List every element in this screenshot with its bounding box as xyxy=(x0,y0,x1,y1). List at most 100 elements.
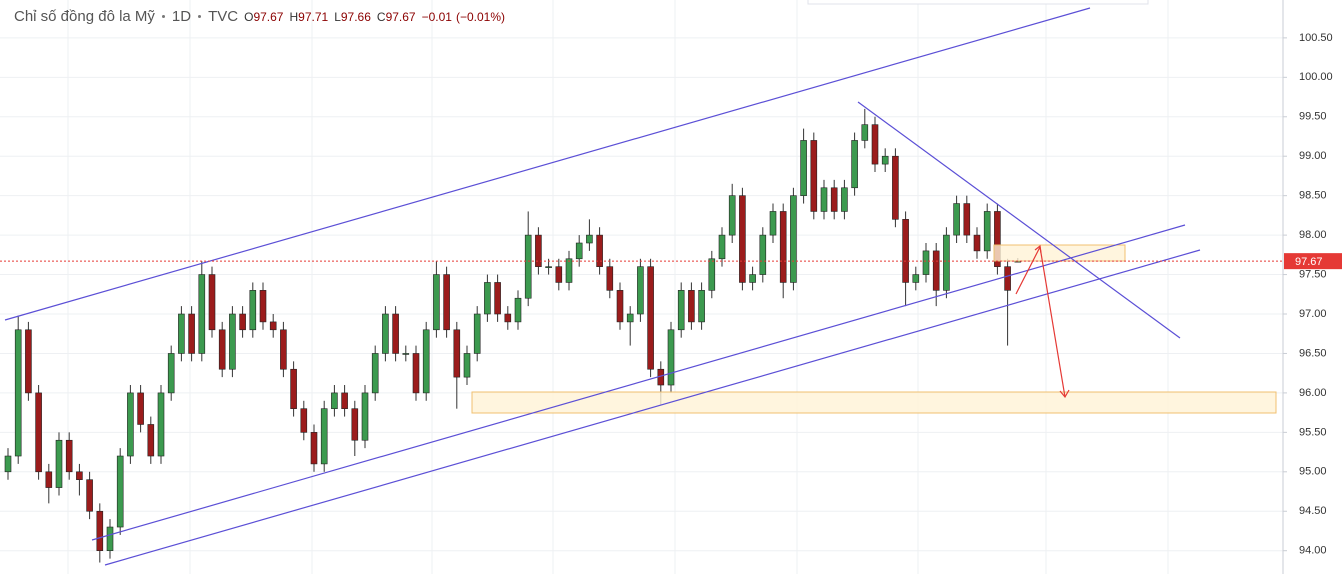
candle-body xyxy=(677,290,685,331)
y-tick-label: 99.50 xyxy=(1299,111,1327,123)
candle-body xyxy=(371,353,379,394)
candle-body xyxy=(188,313,195,354)
candle-body xyxy=(708,258,716,291)
candle-body xyxy=(463,353,471,378)
candle-body xyxy=(892,155,899,220)
candle-body xyxy=(504,313,512,323)
candle-body xyxy=(269,321,277,331)
y-tick-label: 97.00 xyxy=(1299,308,1327,320)
y-tick-label: 98.50 xyxy=(1299,190,1327,202)
candle-body xyxy=(841,187,848,212)
candle-body xyxy=(535,234,542,267)
candle-body xyxy=(902,219,909,283)
candle-body xyxy=(239,313,246,331)
candle-body xyxy=(1004,266,1011,291)
y-tick-label: 98.00 xyxy=(1299,229,1327,241)
candle-body xyxy=(626,313,634,323)
price-axis: 94.00 94.50 95.00 95.50 96.00 96.50 97.00 97.50… xyxy=(1283,32,1333,557)
candle-body xyxy=(810,140,818,212)
candle-body xyxy=(290,368,297,409)
candle-body xyxy=(922,250,930,275)
ohlc-value: 97.67 xyxy=(253,10,284,24)
candle-body xyxy=(851,140,858,189)
candle-body xyxy=(983,211,991,252)
candle-body xyxy=(473,313,481,354)
candle-body xyxy=(688,290,695,323)
candle-body xyxy=(127,392,134,457)
separator xyxy=(198,15,202,18)
ohlc-value: 97.71 xyxy=(298,10,329,24)
candle-body xyxy=(443,274,450,331)
ohlc-key: O xyxy=(244,10,254,24)
candle-body xyxy=(310,432,318,465)
candle-body xyxy=(35,392,42,473)
trend-line xyxy=(4,7,1091,321)
candle-body xyxy=(484,282,491,315)
y-tick-label: 96.50 xyxy=(1299,347,1327,359)
y-tick-label: 99.00 xyxy=(1299,150,1327,162)
candle-body xyxy=(769,211,777,236)
drawings xyxy=(4,7,1277,566)
ohlc-value: 97.67 xyxy=(385,10,416,24)
candle-body xyxy=(4,455,12,473)
ohlc-key: L xyxy=(334,10,341,24)
separator xyxy=(161,15,165,18)
candle-body xyxy=(96,510,104,551)
arrow-head xyxy=(1059,389,1070,399)
candle-body xyxy=(575,242,583,260)
candle-body xyxy=(300,408,308,433)
candle-body xyxy=(55,439,63,488)
vertical-grid xyxy=(67,0,1169,574)
candle-body xyxy=(280,329,287,370)
candle-body xyxy=(565,258,573,283)
y-tick-label: 97.50 xyxy=(1299,268,1327,280)
candle-body xyxy=(453,329,461,378)
candle-body xyxy=(830,187,838,212)
toolbar-edge xyxy=(807,0,1149,5)
candle-body xyxy=(229,313,236,370)
change-pct: (−0.01%) xyxy=(455,10,506,24)
candle-body xyxy=(932,250,940,291)
candle-body xyxy=(76,471,83,480)
candle-body xyxy=(545,266,552,268)
candle-body xyxy=(759,234,767,275)
legend-header: Chỉ số đồng đô la Mỹ 1D TVC O 97.67 H 97.7… xyxy=(14,8,505,25)
candle-body xyxy=(739,195,746,283)
zone-box xyxy=(471,391,1277,414)
candle-body xyxy=(606,266,614,291)
candle-body xyxy=(392,313,399,354)
candles xyxy=(4,108,1022,563)
candle-body xyxy=(596,234,603,267)
candle-body xyxy=(157,392,165,457)
candle-body xyxy=(871,124,879,165)
candle-body xyxy=(698,290,705,323)
candle-body xyxy=(994,211,1001,267)
candle-body xyxy=(351,408,359,441)
y-tick-label: 95.50 xyxy=(1299,426,1327,438)
candle-body xyxy=(790,195,797,283)
candle-body xyxy=(341,392,348,409)
candle-body xyxy=(167,353,175,394)
candle-body xyxy=(881,155,889,165)
candle-body xyxy=(137,392,144,425)
candle-body xyxy=(667,329,675,386)
candle-body xyxy=(912,274,920,283)
y-tick-label: 94.00 xyxy=(1299,545,1327,557)
candle-body xyxy=(178,313,185,354)
y-tick-label: 95.00 xyxy=(1299,466,1327,478)
candle-body xyxy=(861,124,869,141)
y-tick-label: 96.00 xyxy=(1299,387,1327,399)
candle-body xyxy=(249,290,257,331)
ohlc-key: H xyxy=(289,10,299,24)
candle-body xyxy=(402,353,410,355)
candle-body xyxy=(494,282,501,315)
trend-line xyxy=(857,101,1181,339)
candle-body xyxy=(718,234,726,260)
candle-body xyxy=(382,313,389,354)
symbol-title: Chỉ số đồng đô la Mỹ xyxy=(14,8,155,25)
candle-body xyxy=(586,234,593,244)
candle-body xyxy=(433,274,440,331)
